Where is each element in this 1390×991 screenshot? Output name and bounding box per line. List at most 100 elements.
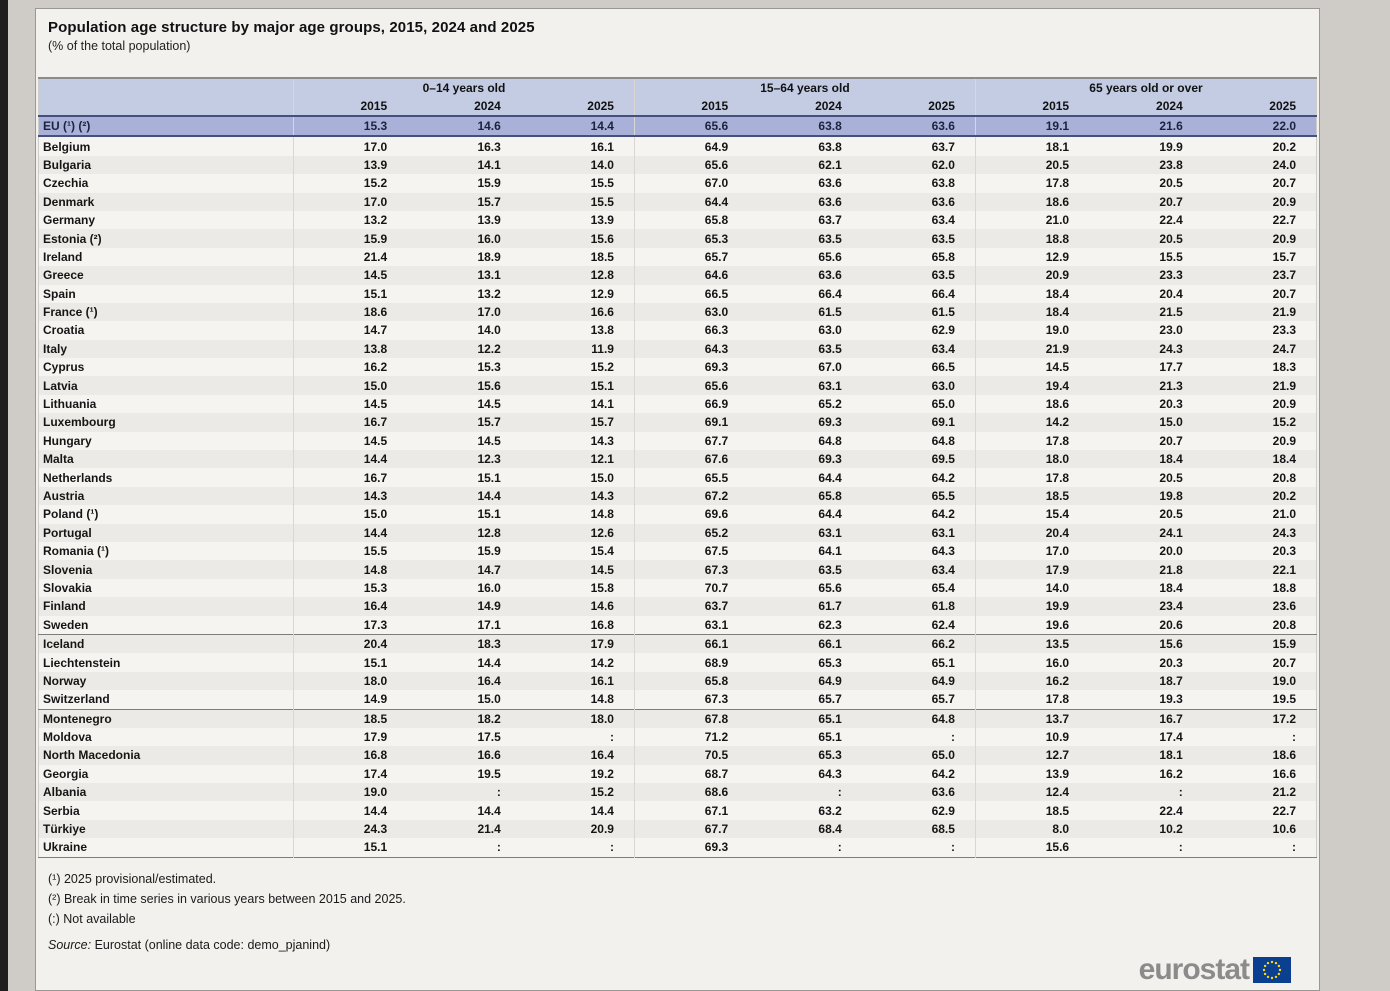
value-cell: 63.0 [818,323,842,338]
value-cell: 65.3 [633,229,749,248]
value-cell: 24.7 [1272,341,1296,356]
row-label: Moldova [43,730,92,745]
value-cell: 61.5 [931,305,955,320]
value-cell: 68.4 [818,822,842,837]
value-cell: 70.7 [633,578,749,598]
value-cell: 20.8 [1272,470,1296,485]
table-row: Finland 16.4 14.9 14.6 63.7 61.7 61.8 19.9 23.4 2… [38,597,1317,616]
table-row: North Macedonia 16.8 16.6 16.4 70.5 65.3 65.0 1… [38,746,1317,765]
value-cell: 20.7 [1159,194,1183,209]
value-cell: 18.9 [477,249,501,264]
value-cell: 68.5 [931,822,955,837]
value-cell: 20.4 [1159,286,1183,301]
value-cell: 16.7 [1159,711,1183,726]
value-cell: 22.7 [1272,803,1296,818]
value-cell: 15.0 [1159,415,1183,430]
row-label: Switzerland [43,692,110,707]
value-cell: 19.5 [1272,692,1296,707]
value-cell: 64.2 [931,766,955,781]
value-cell: 18.6 [293,302,408,322]
footnote-1: (¹) 2025 provisional/estimated. [48,872,217,886]
value-cell: 17.5 [477,730,501,745]
value-cell: 16.7 [293,468,408,487]
table-row: Portugal 14.4 12.8 12.6 65.2 63.1 63.1 20.4 24.1… [38,523,1317,542]
value-cell: 14.0 [477,323,501,338]
table-row: Hungary 14.5 14.5 14.3 67.7 64.8 64.8 17.8 20.7 2… [38,431,1317,451]
row-label: Finland [43,599,86,614]
value-cell: 18.6 [974,394,1090,414]
value-cell: 13.9 [477,213,501,228]
value-cell: 63.8 [818,139,842,154]
table-row: Switzerland 14.9 15.0 14.8 67.3 65.7 65.7 17.8 1… [38,690,1317,709]
value-cell: 67.8 [633,709,749,728]
value-cell: 64.6 [633,266,749,285]
row-label: Albania [43,785,87,800]
value-cell: 14.5 [974,358,1090,377]
value-cell: 15.2 [590,785,614,800]
value-cell: 12.9 [590,286,614,301]
value-cell: 14.5 [293,266,408,285]
value-cell: 18.6 [974,192,1090,211]
value-cell: 22.4 [1159,803,1183,818]
value-cell: 16.1 [590,673,614,688]
table-row: Czechia 15.2 15.9 15.5 67.0 63.6 63.8 17.8 20.5 2… [38,174,1317,193]
value-cell: 20.5 [1159,470,1183,485]
row-label: Romania (¹) [43,544,109,559]
value-cell: 20.4 [974,523,1090,542]
value-cell: 14.0 [974,578,1090,598]
row-label: Poland (¹) [43,507,99,522]
value-cell: 14.2 [590,655,614,670]
value-cell: 12.4 [974,783,1090,802]
value-cell: 62.4 [931,617,955,632]
value-cell: 16.7 [293,413,408,432]
value-cell: 23.8 [1159,157,1183,172]
value-cell: 23.4 [1159,599,1183,614]
value-cell: 65.7 [931,692,955,707]
table-row: Greece 14.5 13.1 12.8 64.6 63.6 63.5 20.9 23.3 23… [38,266,1317,285]
table-row: Liechtenstein 15.1 14.4 14.2 68.9 65.3 65.1 16.… [38,653,1317,672]
value-cell: 18.0 [590,711,614,726]
value-cell: 14.6 [477,119,501,134]
row-label: EU (¹) (²) [43,119,91,134]
value-cell: : [609,730,614,745]
value-cell: 21.0 [974,210,1090,230]
value-cell: 21.4 [293,247,408,267]
value-cell: 66.1 [818,637,842,652]
value-cell: 17.9 [293,727,408,747]
value-cell: 17.3 [293,615,408,635]
year-header: 2024 [407,97,521,116]
value-cell: 64.3 [633,339,749,359]
value-cell: 24.3 [1159,341,1183,356]
report-panel: Population age structure by major age gr… [35,8,1320,991]
value-cell: 67.7 [633,431,749,451]
value-cell: 20.9 [974,266,1090,285]
value-cell: 63.8 [818,119,842,134]
value-cell: 15.9 [477,176,501,191]
value-cell: 21.3 [1159,378,1183,393]
value-cell: 22.1 [1272,562,1296,577]
value-cell: 64.8 [931,711,955,726]
value-cell: 16.2 [293,358,408,377]
value-cell: 65.6 [633,155,749,175]
value-cell: 15.0 [590,470,614,485]
value-cell: 14.8 [590,507,614,522]
value-cell: 21.6 [1159,119,1183,134]
eu-flag-icon [1253,957,1291,983]
value-cell: 12.8 [477,525,501,540]
value-cell: 17.0 [974,541,1090,561]
table-wrapper: 0–14 years old 15–64 years old 65 years … [38,77,1317,858]
value-cell: 64.8 [931,433,955,448]
value-cell: 14.1 [590,397,614,412]
value-cell: 14.3 [590,489,614,503]
left-edge-strip [0,0,8,991]
value-cell: 19.1 [974,116,1090,137]
value-cell: 65.6 [818,580,842,595]
value-cell: 69.3 [818,415,842,430]
value-cell: 65.2 [818,397,842,412]
value-cell: 15.9 [1272,637,1296,652]
value-cell: 14.4 [293,801,408,820]
corner-cell-2 [38,97,294,116]
row-label: Norway [43,673,87,688]
value-cell: 21.4 [477,822,501,837]
value-cell: 19.4 [974,376,1090,395]
